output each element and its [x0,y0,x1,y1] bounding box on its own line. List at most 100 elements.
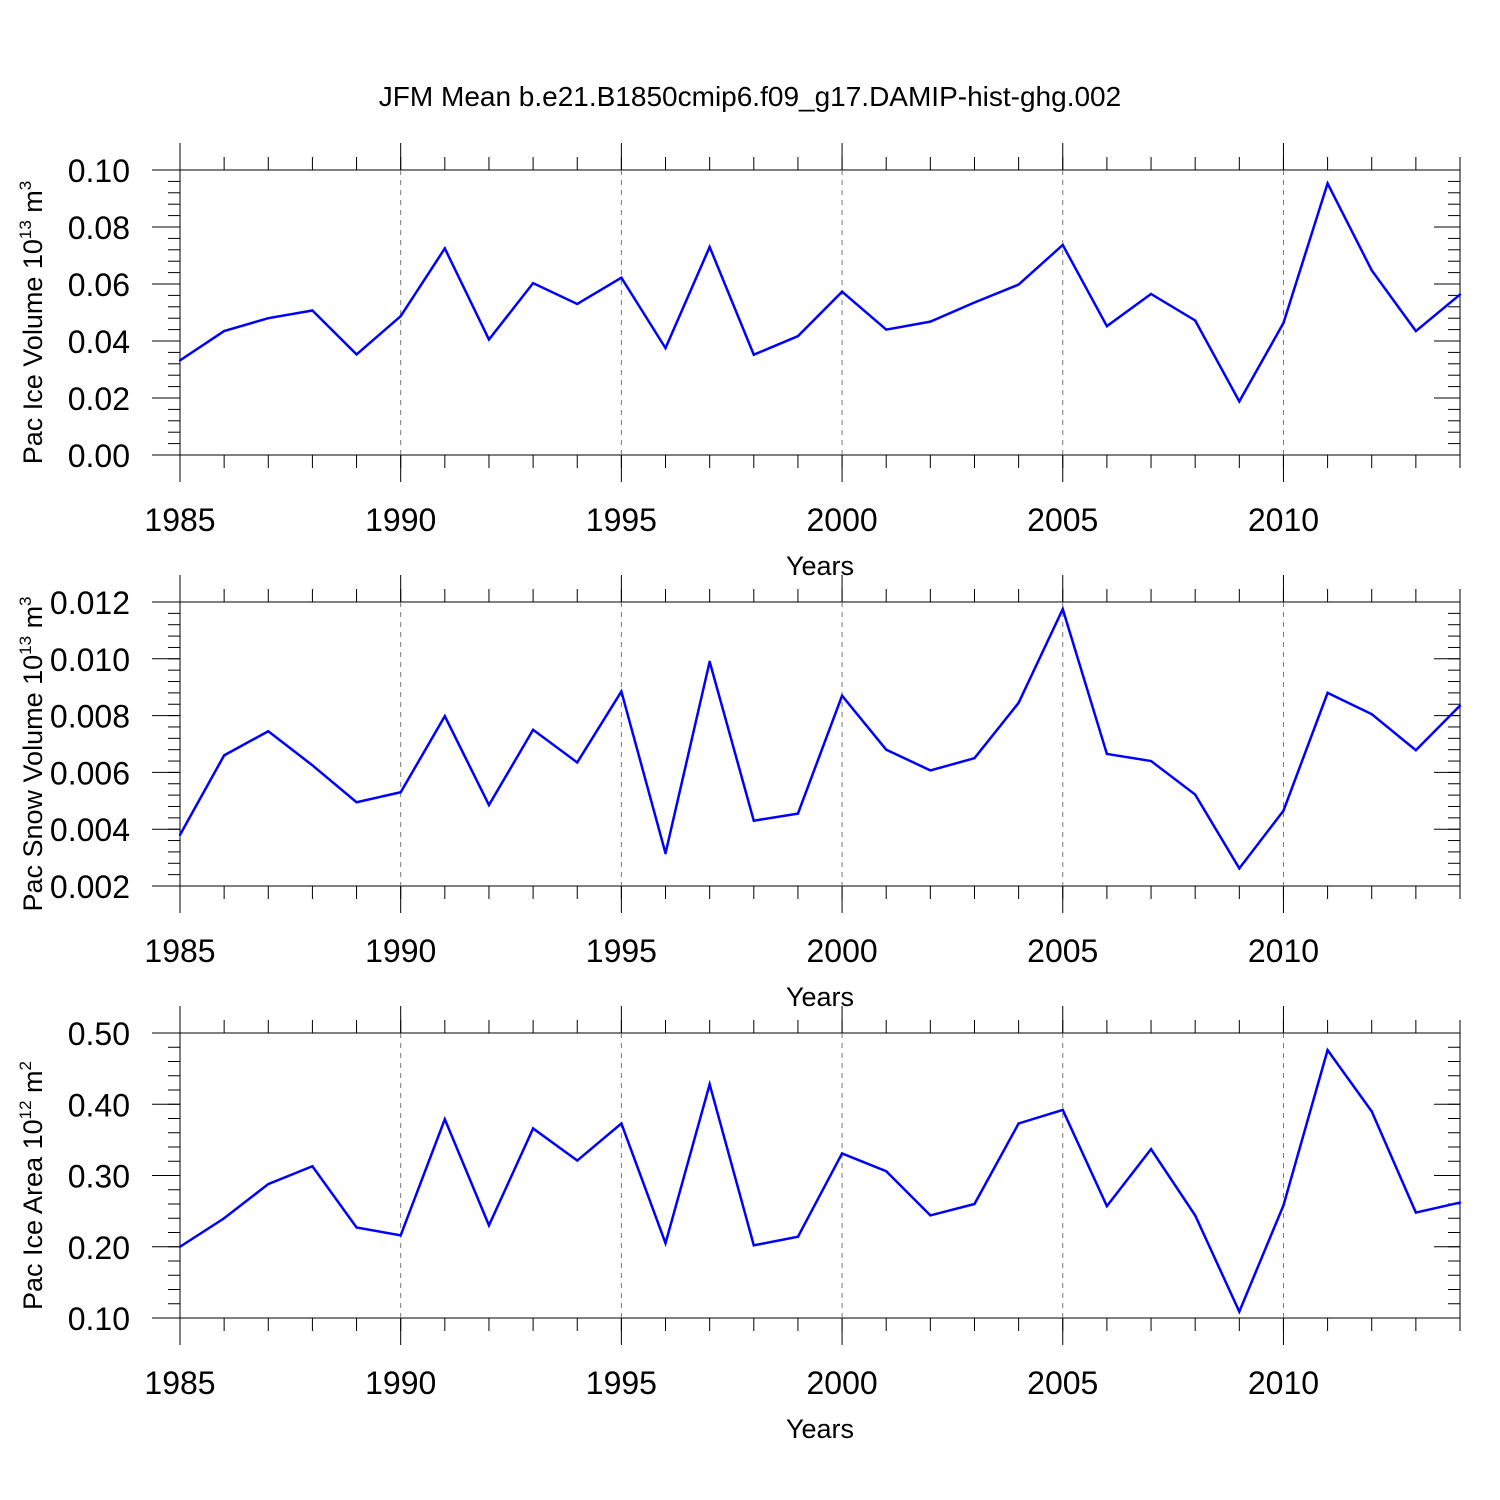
data-point [929,769,932,772]
data-point [1105,1204,1109,1208]
data-point [752,819,755,822]
data-point [929,1214,932,1217]
data-point [664,852,667,855]
data-point [1105,324,1109,328]
x-tick-label: 1995 [586,933,657,969]
x-tick-label: 1990 [365,502,436,538]
y-tick-label: 0.50 [68,1016,130,1052]
data-point [487,1224,491,1227]
y-tick-label: 0.02 [68,381,130,417]
data-point [1105,752,1109,756]
data-point [708,245,711,249]
series-line [178,605,1461,871]
data-point [1370,712,1373,716]
data-point [664,346,667,350]
data-point [267,1182,270,1186]
x-axis-title: Years [786,1414,854,1444]
data-point [487,803,491,807]
data-point [1414,1211,1418,1214]
data-point [1149,292,1153,296]
data-point [443,714,447,718]
data-point [222,1217,226,1220]
data-point [885,748,888,751]
x-axis-title: Years [786,551,854,581]
data-point [664,1241,667,1245]
data-point [1017,701,1020,705]
data-point [399,315,402,318]
data-point [885,1170,888,1173]
data-point [1149,1147,1153,1151]
data-point [752,353,755,356]
data-point [973,301,976,304]
data-point [1326,691,1329,695]
y-tick-label: 0.008 [50,699,130,735]
series-line [179,1047,1461,1315]
data-point [1238,1310,1241,1313]
data-point [1414,749,1418,752]
x-tick-label: 1995 [586,502,657,538]
data-point [1193,319,1197,322]
y-axis-title: Pac Ice Volume 1013 m3 [16,181,48,465]
data-point [531,728,535,731]
data-point [840,290,844,293]
data-point [311,764,314,767]
data-point [178,359,182,362]
chart-panel-2: 1985 1990 1995 2000 2005 2010 0.002 0.004 0.006 0… [16,575,1462,1012]
data-point [178,833,182,837]
data-point [1193,1214,1197,1217]
data-point [1282,321,1285,325]
data-point [708,660,711,663]
x-tick-label: 2010 [1248,933,1319,969]
data-point [267,317,270,320]
data-point [222,754,226,757]
data-point [355,801,358,804]
y-tick-label: 0.06 [68,267,130,303]
y-tick-label: 0.40 [68,1087,130,1123]
x-tick-label: 1985 [144,1365,215,1401]
chart-panel-1: 1985 1990 1995 2000 2005 2010 0.00 0.02 0.04 0.06… [16,143,1462,581]
data-point [443,247,447,250]
series-line [179,180,1461,404]
data-point [1282,1204,1285,1207]
x-tick-label: 2005 [1027,933,1098,969]
data-point [576,1159,579,1162]
y-tick-label: 0.08 [68,210,130,246]
chart-panel-3: 1985 1990 1995 2000 2005 2010 0.10 0.20 0.30 0.40… [16,1006,1462,1444]
x-tick-label: 2000 [806,1365,877,1401]
y-tick-label: 0.04 [68,324,130,360]
x-tick-label: 2005 [1027,1365,1098,1401]
y-tick-label: 0.010 [50,642,130,678]
data-point [355,353,358,356]
x-tick-label: 1995 [586,1365,657,1401]
x-tick-label: 1990 [365,933,436,969]
data-point [796,812,800,815]
x-tick-label: 2010 [1248,502,1319,538]
data-point [1282,809,1285,812]
y-tick-label: 0.004 [50,812,130,848]
y-axis-title: Pac Snow Volume 1013 m3 [16,596,48,911]
data-point [840,694,844,697]
x-tick-label: 1990 [365,1365,436,1401]
data-point [620,276,623,279]
figure-title: JFM Mean b.e21.B1850cmip6.f09_g17.DAMIP-… [379,81,1121,112]
y-tick-label: 0.10 [68,1301,130,1337]
data-point [1370,269,1373,272]
data-point [178,1245,182,1248]
data-point [531,1127,535,1130]
x-tick-label: 2005 [1027,502,1098,538]
data-point [1370,1110,1373,1113]
x-tick-label: 2000 [806,502,877,538]
data-point [1061,243,1064,247]
data-point [1061,607,1064,611]
chart-panels: 1985 1990 1995 2000 2005 2010 0.00 0.02 0.04 0.06… [16,143,1462,1444]
data-point [576,761,579,764]
data-point [1458,293,1462,296]
data-point [1149,759,1153,763]
data-point [973,1202,976,1206]
y-tick-label: 0.006 [50,755,130,791]
data-point [1238,867,1241,870]
data-point [576,302,579,306]
y-axis-title: Pac Ice Area 1012 m2 [16,1061,48,1310]
data-point [1061,1108,1064,1112]
